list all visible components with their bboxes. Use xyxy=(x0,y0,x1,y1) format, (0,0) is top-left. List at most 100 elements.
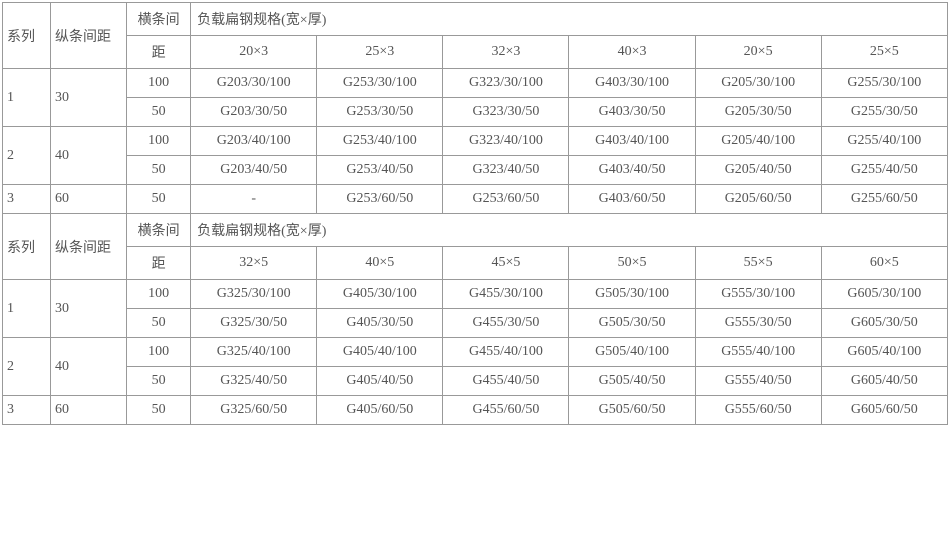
cell-spec: G405/60/50 xyxy=(317,396,443,425)
cell-spec: G323/30/50 xyxy=(443,98,569,127)
header-series: 系列 xyxy=(3,3,51,69)
cell-vspace: 60 xyxy=(51,396,127,425)
cell-spec: G605/40/50 xyxy=(821,367,947,396)
cell-spec: G203/40/100 xyxy=(191,127,317,156)
cell-spec: G405/40/50 xyxy=(317,367,443,396)
cell-spec: G505/40/50 xyxy=(569,367,695,396)
cell-spec: G555/30/100 xyxy=(695,280,821,309)
cell-spec: G555/40/100 xyxy=(695,338,821,367)
header-spec-col: 40×5 xyxy=(317,247,443,280)
cell-spec: G455/30/50 xyxy=(443,309,569,338)
cell-vspace: 40 xyxy=(51,127,127,185)
cell-spec: G605/30/100 xyxy=(821,280,947,309)
cell-spec: G323/30/100 xyxy=(443,69,569,98)
cell-hspace: 100 xyxy=(127,127,191,156)
cell-hspace: 50 xyxy=(127,396,191,425)
cell-spec: G605/40/100 xyxy=(821,338,947,367)
header-spec-col: 32×3 xyxy=(443,36,569,69)
cell-spec: G205/40/100 xyxy=(695,127,821,156)
cell-spec: G405/30/100 xyxy=(317,280,443,309)
cell-spec: G455/40/100 xyxy=(443,338,569,367)
header-spec-title: 负载扁钢规格(宽×厚) xyxy=(191,214,948,247)
cell-spec: G605/60/50 xyxy=(821,396,947,425)
cell-spec: G203/30/50 xyxy=(191,98,317,127)
header-vspace: 纵条间距 xyxy=(51,3,127,69)
cell-spec: - xyxy=(191,185,317,214)
cell-series: 3 xyxy=(3,396,51,425)
cell-spec: G323/40/100 xyxy=(443,127,569,156)
cell-vspace: 60 xyxy=(51,185,127,214)
cell-spec: G403/60/50 xyxy=(569,185,695,214)
cell-spec: G555/60/50 xyxy=(695,396,821,425)
cell-hspace: 100 xyxy=(127,338,191,367)
cell-spec: G505/60/50 xyxy=(569,396,695,425)
cell-spec: G255/60/50 xyxy=(821,185,947,214)
cell-spec: G205/60/50 xyxy=(695,185,821,214)
header-hspace-line1: 横条间 xyxy=(127,214,191,247)
cell-spec: G605/30/50 xyxy=(821,309,947,338)
cell-hspace: 100 xyxy=(127,280,191,309)
cell-vspace: 30 xyxy=(51,69,127,127)
cell-spec: G505/40/100 xyxy=(569,338,695,367)
cell-spec: G455/30/100 xyxy=(443,280,569,309)
cell-spec: G405/40/100 xyxy=(317,338,443,367)
cell-vspace: 30 xyxy=(51,280,127,338)
cell-spec: G505/30/100 xyxy=(569,280,695,309)
header-spec-col: 25×5 xyxy=(821,36,947,69)
spec-table-1: 系列纵条间距横条间负载扁钢规格(宽×厚)距20×325×332×340×320×… xyxy=(2,2,948,214)
cell-spec: G253/40/100 xyxy=(317,127,443,156)
cell-series: 2 xyxy=(3,338,51,396)
cell-spec: G255/30/100 xyxy=(821,69,947,98)
header-spec-col: 20×5 xyxy=(695,36,821,69)
cell-spec: G325/40/50 xyxy=(191,367,317,396)
header-spec-col: 55×5 xyxy=(695,247,821,280)
cell-spec: G403/30/100 xyxy=(569,69,695,98)
header-vspace: 纵条间距 xyxy=(51,214,127,280)
cell-spec: G325/30/100 xyxy=(191,280,317,309)
cell-spec: G203/30/100 xyxy=(191,69,317,98)
cell-spec: G405/30/50 xyxy=(317,309,443,338)
header-spec-col: 45×5 xyxy=(443,247,569,280)
header-spec-col: 32×5 xyxy=(191,247,317,280)
cell-spec: G255/30/50 xyxy=(821,98,947,127)
cell-spec: G205/30/100 xyxy=(695,69,821,98)
cell-spec: G205/40/50 xyxy=(695,156,821,185)
cell-series: 2 xyxy=(3,127,51,185)
cell-spec: G555/30/50 xyxy=(695,309,821,338)
cell-hspace: 50 xyxy=(127,367,191,396)
cell-spec: G403/40/50 xyxy=(569,156,695,185)
cell-hspace: 50 xyxy=(127,309,191,338)
cell-spec: G325/30/50 xyxy=(191,309,317,338)
cell-spec: G253/60/50 xyxy=(443,185,569,214)
cell-spec: G325/60/50 xyxy=(191,396,317,425)
cell-spec: G505/30/50 xyxy=(569,309,695,338)
cell-spec: G325/40/100 xyxy=(191,338,317,367)
cell-series: 3 xyxy=(3,185,51,214)
header-spec-col: 25×3 xyxy=(317,36,443,69)
header-hspace-line1: 横条间 xyxy=(127,3,191,36)
header-spec-col: 20×3 xyxy=(191,36,317,69)
cell-spec: G255/40/50 xyxy=(821,156,947,185)
cell-spec: G253/40/50 xyxy=(317,156,443,185)
cell-spec: G403/40/100 xyxy=(569,127,695,156)
header-hspace-line2: 距 xyxy=(127,247,191,280)
cell-spec: G455/60/50 xyxy=(443,396,569,425)
spec-table-2: 系列纵条间距横条间负载扁钢规格(宽×厚)距32×540×545×550×555×… xyxy=(2,213,948,425)
cell-spec: G253/30/50 xyxy=(317,98,443,127)
header-spec-title: 负载扁钢规格(宽×厚) xyxy=(191,3,948,36)
cell-series: 1 xyxy=(3,280,51,338)
header-spec-col: 50×5 xyxy=(569,247,695,280)
header-spec-col: 40×3 xyxy=(569,36,695,69)
cell-spec: G253/60/50 xyxy=(317,185,443,214)
cell-spec: G203/40/50 xyxy=(191,156,317,185)
cell-vspace: 40 xyxy=(51,338,127,396)
cell-hspace: 50 xyxy=(127,98,191,127)
cell-spec: G403/30/50 xyxy=(569,98,695,127)
header-series: 系列 xyxy=(3,214,51,280)
cell-spec: G205/30/50 xyxy=(695,98,821,127)
cell-spec: G255/40/100 xyxy=(821,127,947,156)
cell-spec: G323/40/50 xyxy=(443,156,569,185)
header-hspace-line2: 距 xyxy=(127,36,191,69)
cell-hspace: 50 xyxy=(127,185,191,214)
cell-series: 1 xyxy=(3,69,51,127)
